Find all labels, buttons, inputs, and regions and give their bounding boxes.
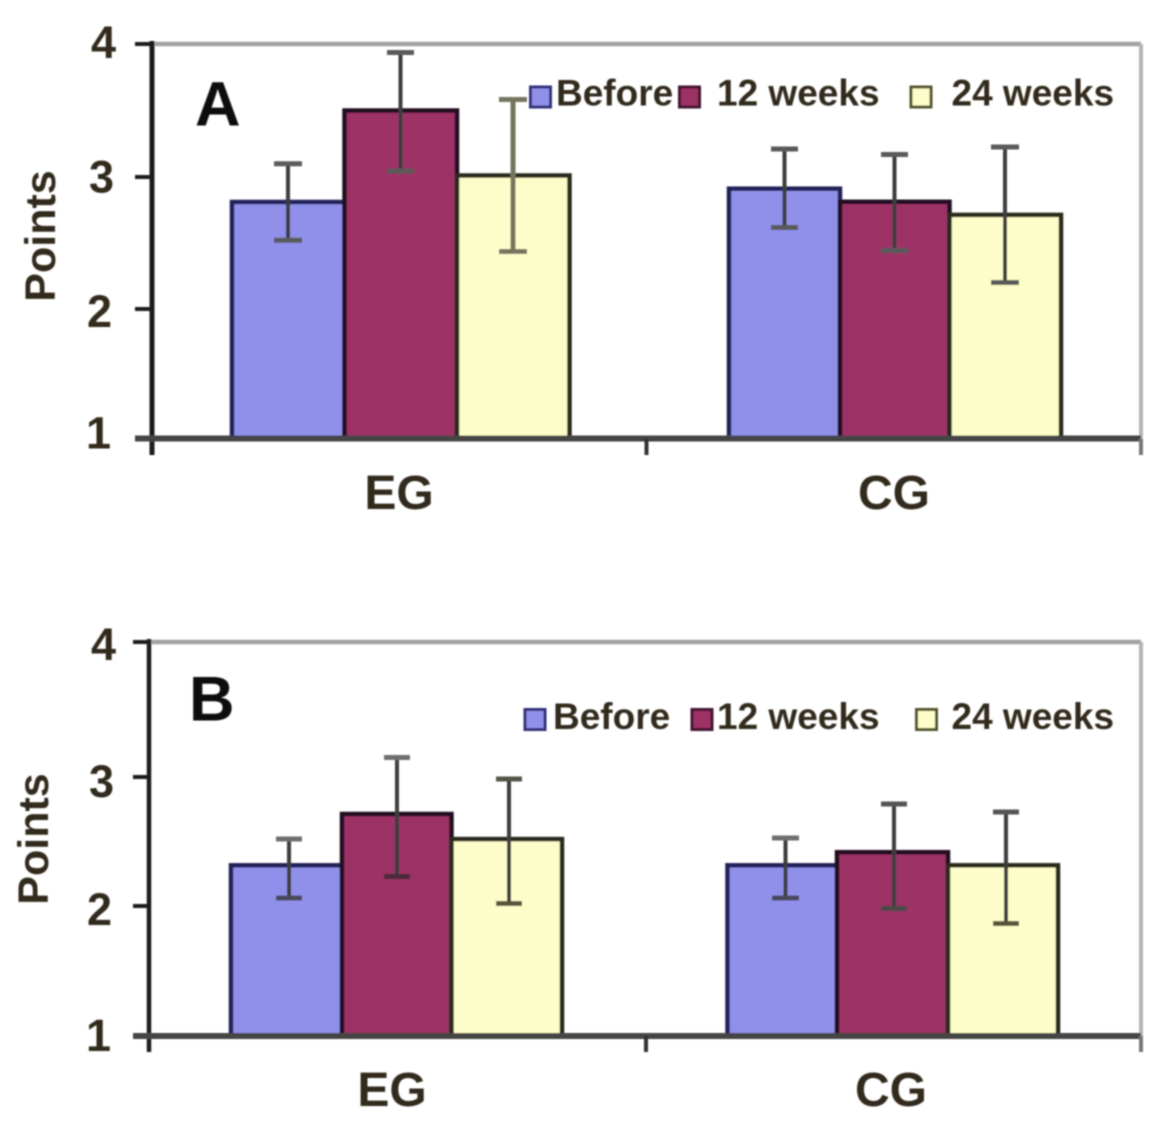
svg-text:EG: EG xyxy=(357,1064,426,1117)
svg-text:Points: Points xyxy=(17,170,65,301)
svg-text:EG: EG xyxy=(364,467,433,520)
svg-text:12 weeks: 12 weeks xyxy=(717,73,880,114)
svg-text:1: 1 xyxy=(86,1010,111,1061)
svg-text:Before: Before xyxy=(556,73,673,114)
svg-text:2: 2 xyxy=(87,884,112,935)
svg-text:12 weeks: 12 weeks xyxy=(717,696,880,737)
svg-text:Before: Before xyxy=(553,696,670,737)
svg-text:3: 3 xyxy=(89,152,114,203)
svg-text:4: 4 xyxy=(91,619,116,670)
svg-text:24 weeks: 24 weeks xyxy=(952,73,1115,114)
svg-text:CG: CG xyxy=(855,1064,927,1117)
svg-text:1: 1 xyxy=(86,408,111,459)
svg-text:3: 3 xyxy=(89,756,114,807)
svg-text:4: 4 xyxy=(91,17,116,68)
svg-text:24 weeks: 24 weeks xyxy=(952,696,1115,737)
svg-text:B: B xyxy=(189,665,235,735)
svg-text:2: 2 xyxy=(87,286,112,337)
svg-text:A: A xyxy=(195,70,241,140)
svg-text:Points: Points xyxy=(10,773,58,904)
svg-text:CG: CG xyxy=(858,467,930,520)
